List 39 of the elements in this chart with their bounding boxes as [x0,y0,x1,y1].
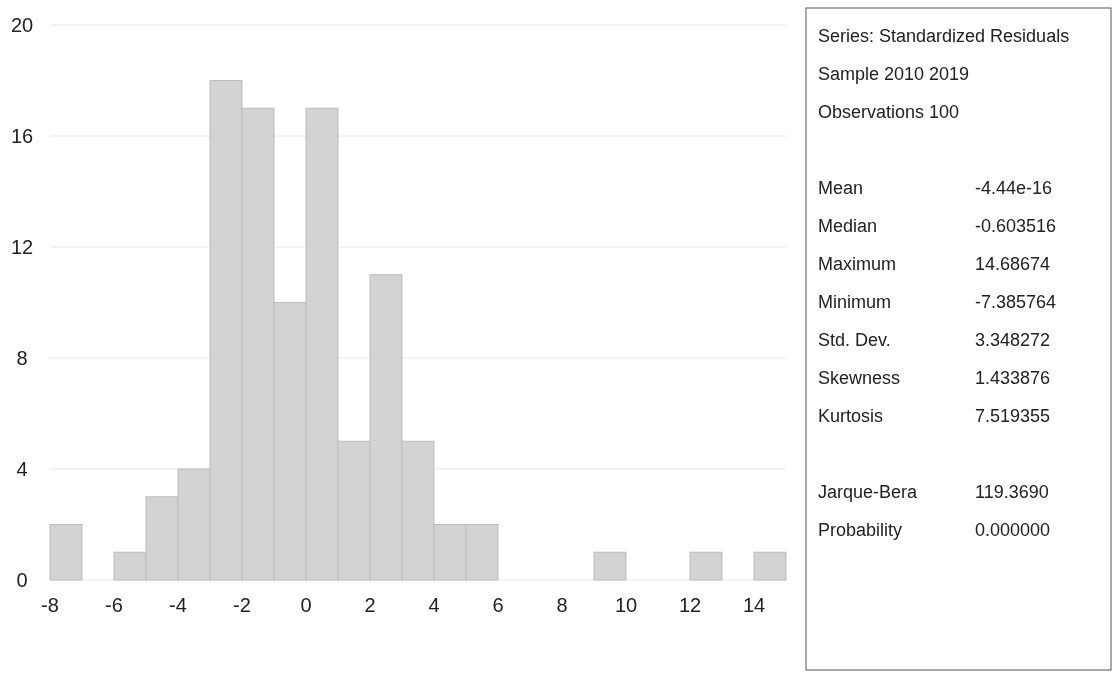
y-tick-label: 16 [10,125,34,147]
text: 119.3690 [975,482,1049,502]
x-tick-label: -8 [41,594,59,616]
x-tick-label: 0 [300,594,312,616]
y-tick-label: 12 [10,236,34,258]
category-label: Skewness [818,368,901,388]
text: 7.519355 [975,406,1051,426]
text: -4.44e-16 [975,178,1053,198]
text: -0.603516 [975,216,1057,236]
x-tick-label: -2 [233,594,251,616]
x-tick-label: -4 [169,594,187,616]
text: -7.385764 [975,292,1057,312]
text: Series: Standardized Residuals [818,26,1070,46]
category-label: Kurtosis [818,406,884,426]
x-tick-label: -6 [105,594,123,616]
x-tick-label: 8 [556,594,568,616]
x-tick-label: 14 [742,594,766,616]
category-label: Maximum [818,254,897,274]
category-label: Median [818,216,878,236]
x-tick-label: 2 [364,594,376,616]
text: 3.348272 [975,330,1051,350]
category-label: Std. Dev. [818,330,891,350]
y-tick-label: 0 [16,569,28,591]
x-tick-label: 12 [678,594,702,616]
x-tick-label: 6 [492,594,504,616]
x-tick-label: 4 [428,594,440,616]
text: Sample 2010 2019 [818,64,970,84]
category-label: Minimum [818,292,892,312]
text: Observations 100 [818,102,960,122]
y-tick-label: 4 [16,458,28,480]
y-tick-label: 20 [10,14,34,36]
text: 0.000000 [975,520,1051,540]
category-label: Mean [818,178,864,198]
y-tick-label: 8 [16,347,28,369]
category-label: Probability [818,520,903,540]
category-label: Jarque-Bera [818,482,919,502]
text: 14.68674 [975,254,1051,274]
text: 1.433876 [975,368,1051,388]
x-tick-label: 10 [614,594,638,616]
